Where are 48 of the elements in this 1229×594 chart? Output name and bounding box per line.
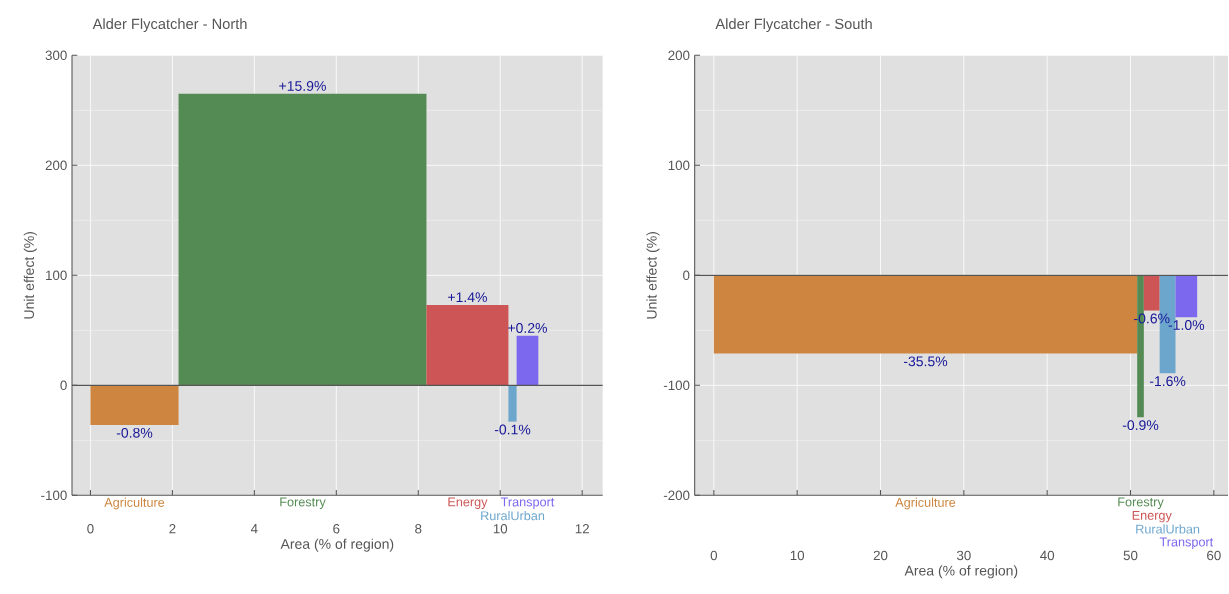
category-label: Transport [500,497,555,509]
y-tick-label: -100 [663,380,690,391]
y-tick-label: 100 [668,160,690,171]
x-tick-label: 6 [333,524,340,534]
y-tick-label: 200 [45,160,67,171]
annotation: -0.1% [494,424,531,435]
annotation: +0.2% [508,323,548,333]
x-tick-label: 12 [575,524,589,534]
annotation: +1.4% [448,292,487,303]
y-tick-label: 200 [668,50,690,61]
x-axis-title: Area (% of region) [904,565,1018,579]
x-tick-label: 0 [710,550,718,561]
x-tick-label: 20 [873,550,888,561]
y-tick-label: -100 [41,490,67,501]
category-label: Energy [1132,510,1172,523]
annotation: +15.9% [279,81,326,91]
y-tick-label: 300 [45,50,67,61]
category-label: Energy [448,497,488,509]
x-tick-label: 10 [493,524,508,534]
x-tick-label: 0 [87,524,94,534]
y-tick-label: 0 [683,270,690,281]
x-tick-label: 50 [1123,550,1138,561]
y-axis-title: Unit effect (%) [646,232,660,319]
x-tick-label: 2 [169,524,176,534]
x-tick-label: 60 [1207,550,1221,561]
annotation: -0.8% [116,427,153,438]
x-tick-label: 10 [790,550,805,561]
annotation: -35.5% [903,356,948,367]
x-tick-label: 4 [250,524,258,534]
category-label: RuralUrban [481,510,545,521]
chart-title: Alder Flycatcher - North [92,18,247,32]
annotation: -1.6% [1149,376,1186,387]
y-tick-label: 100 [46,270,67,281]
category-label: Agriculture [104,497,165,510]
y-axis-title: Unit effect (%) [23,232,37,319]
category-label: Transport [1159,537,1214,549]
x-axis-title: Area (% of region) [280,538,394,552]
y-tick-label: 0 [60,380,67,391]
x-tick-label: 40 [1040,550,1055,561]
category-label: Forestry [280,497,326,509]
category-label: RuralUrban [1136,524,1200,534]
category-label: Agriculture [895,497,956,510]
chart-title: Alder Flycatcher - South [715,18,872,32]
category-label: Forestry [1118,497,1164,509]
x-tick-label: 8 [415,524,422,534]
annotation: -0.9% [1122,420,1159,431]
x-tick-label: 30 [956,550,971,561]
y-tick-label: -200 [663,490,690,501]
